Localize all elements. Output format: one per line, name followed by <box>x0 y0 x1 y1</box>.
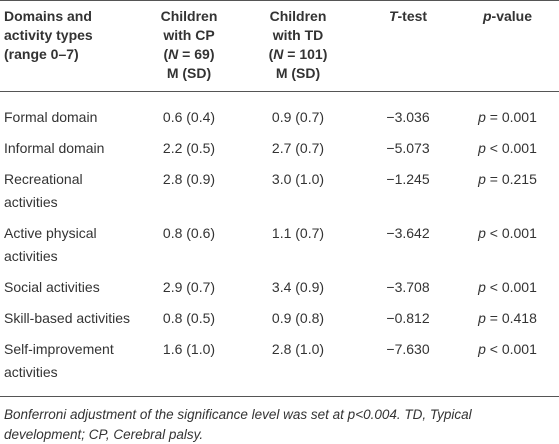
text: p <box>478 225 486 241</box>
text: with TD <box>272 27 324 43</box>
text: p <box>478 171 486 187</box>
header-row: Domains and activity types (range 0–7) Chil… <box>0 0 559 92</box>
text: ( <box>163 46 169 62</box>
text: < 0.001 <box>485 225 537 241</box>
table-cell: −5.073 <box>386 140 430 156</box>
text: Domains and <box>4 8 92 24</box>
table-cell: Social activities <box>4 279 100 295</box>
table-cell: −3.036 <box>386 109 430 125</box>
footnote: Bonferroni adjustment of the significanc… <box>4 407 472 442</box>
table-row: Self-improvement activities 1.6 (1.0) 2.8 … <box>0 334 559 397</box>
header-line: M (SD) <box>240 64 356 83</box>
table-cell: p = 0.001 <box>456 92 559 134</box>
table-cell: 0.8 (0.5) <box>162 310 216 326</box>
table-cell: 3.4 (0.9) <box>271 279 325 295</box>
table-row: Informal domain 2.2 (0.5) 2.7 (0.7) −5.073 p… <box>0 133 559 164</box>
table-cell: 0.9 (0.8) <box>271 310 325 326</box>
table-cell: p = 0.418 <box>456 303 559 334</box>
table-cell: Self-improvement activities <box>0 334 142 397</box>
header-line: (N = 101) <box>240 45 356 64</box>
header-line: Children <box>146 7 232 26</box>
table-cell: −0.812 <box>386 310 430 326</box>
header-line: Children <box>240 7 356 26</box>
text: Children <box>160 8 218 24</box>
text: < 0.001 <box>485 279 537 295</box>
table-cell: Informal domain <box>4 140 105 156</box>
table-row: Social activities 2.9 (0.7) 3.4 (0.9) −3.70… <box>0 272 559 303</box>
text: = 0.001 <box>485 109 537 125</box>
table-cell: 0.9 (0.7) <box>271 109 325 125</box>
table-cell: Skill-based activities <box>4 310 131 326</box>
text: < 0.001 <box>485 140 537 156</box>
text: M (SD) <box>166 65 212 81</box>
text: p <box>478 310 486 326</box>
text: = 0.215 <box>485 171 537 187</box>
text: = 0.418 <box>485 310 537 326</box>
header-cell: T-test <box>360 0 456 92</box>
table-cell: 2.2 (0.5) <box>162 140 216 156</box>
table-row: Recreational activities 2.8 (0.9) 3.0 (1.0… <box>0 164 559 218</box>
text: N <box>273 46 284 62</box>
table-cell: Active physical activities <box>4 225 97 264</box>
text: Children <box>269 8 327 24</box>
header-line: (range 0–7) <box>4 45 138 64</box>
text: p <box>478 279 486 295</box>
table-cell: 2.7 (0.7) <box>271 140 325 156</box>
text: p <box>478 109 486 125</box>
table-cell: 2.8 (0.9) <box>162 171 216 187</box>
table-cell: p < 0.001 <box>456 272 559 303</box>
text: = 69) <box>178 46 215 62</box>
table-cell: Formal domain <box>4 109 98 125</box>
header-line: M (SD) <box>146 64 232 83</box>
text: p <box>482 8 492 24</box>
header-line: activity types <box>4 26 138 45</box>
header-line: with CP <box>146 26 232 45</box>
table-cell: 3.0 (1.0) <box>271 171 325 187</box>
table-cell: p < 0.001 <box>456 334 559 397</box>
header-line: (N = 69) <box>146 45 232 64</box>
table-cell: p < 0.001 <box>456 133 559 164</box>
table-row: Active physical activities 0.8 (0.6) 1.1 (… <box>0 218 559 272</box>
table-cell: 2.8 (1.0) <box>236 334 360 397</box>
text: ( <box>268 46 274 62</box>
text: = 101) <box>283 46 328 62</box>
table-cell: p = 0.215 <box>456 164 559 218</box>
text: (range 0–7) <box>4 46 79 62</box>
table-cell: Recreational activities <box>4 171 83 210</box>
table-cell: 2.9 (0.7) <box>162 279 216 295</box>
header-cell: Children with TD (N = 101) M (SD) <box>236 0 360 92</box>
table-cell: 1.1 (0.7) <box>271 225 325 241</box>
header-cell: p-value <box>456 0 559 92</box>
data-table: Domains and activity types (range 0–7) Chil… <box>0 0 559 397</box>
table-cell: p < 0.001 <box>456 218 559 272</box>
header-line: with TD <box>240 26 356 45</box>
table-row: Skill-based activities 0.8 (0.5) 0.9 (0.8)… <box>0 303 559 334</box>
table-row: Formal domain 0.6 (0.4) 0.9 (0.7) −3.036 p =… <box>0 92 559 134</box>
header-line: Domains and <box>4 7 138 26</box>
table-cell: −3.708 <box>386 279 430 295</box>
text: -test <box>397 8 428 24</box>
header-line: T-test <box>364 7 452 26</box>
text: activity types <box>4 27 93 43</box>
text: with CP <box>163 27 215 43</box>
table-body: Formal domain 0.6 (0.4) 0.9 (0.7) −3.036 p =… <box>0 92 559 397</box>
text: M (SD) <box>275 65 321 81</box>
table-cell: −1.245 <box>386 171 430 187</box>
header-cell: Children with CP (N = 69) M (SD) <box>142 0 236 92</box>
text: T <box>388 8 398 24</box>
table-cell: −7.630 <box>360 334 456 397</box>
table-cell: 0.6 (0.4) <box>162 109 216 125</box>
table-cell: −3.642 <box>386 225 430 241</box>
text: p <box>478 140 486 156</box>
text: p <box>478 341 486 357</box>
table-cell: 1.6 (1.0) <box>142 334 236 397</box>
text: < 0.001 <box>485 341 537 357</box>
text: -value <box>491 8 533 24</box>
table-cell: 0.8 (0.6) <box>162 225 216 241</box>
header-line: p-value <box>460 7 555 26</box>
header-cell: Domains and activity types (range 0–7) <box>0 0 142 92</box>
text: N <box>168 46 179 62</box>
